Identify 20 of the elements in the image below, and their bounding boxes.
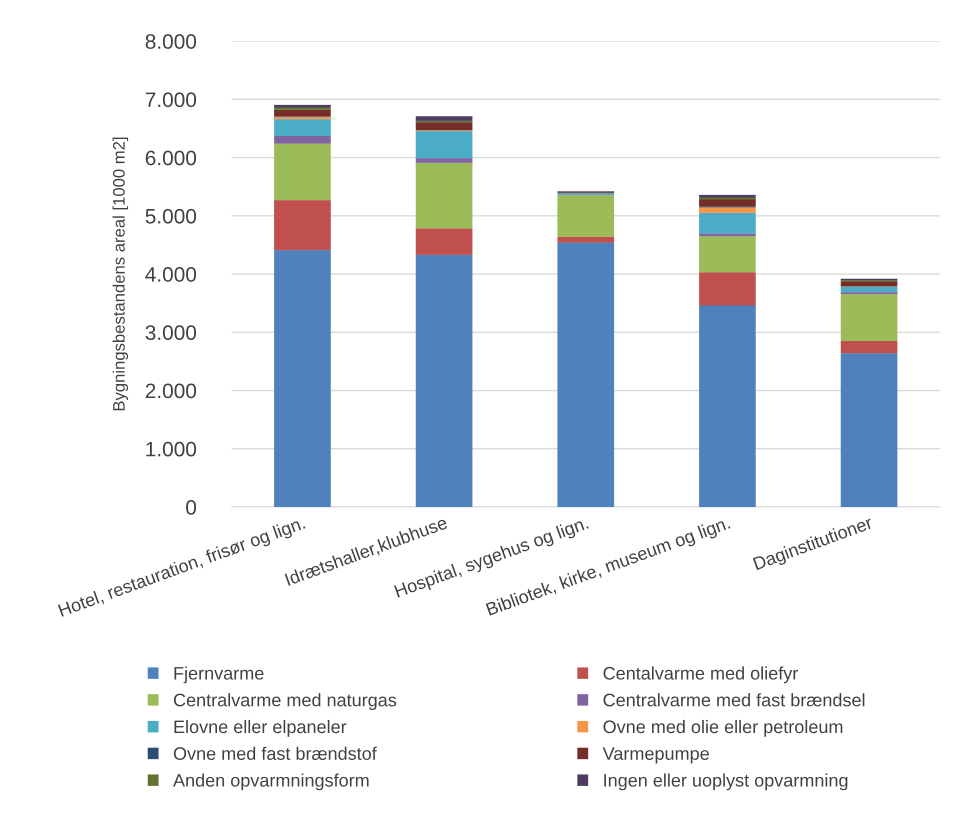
- legend-label: Centalvarme med oliefyr: [604, 666, 798, 684]
- legend-label: Fjernvarme: [174, 666, 264, 684]
- y-axis-title: Bygningsbestandens areal [1000 m2]: [112, 138, 128, 410]
- y-tick-label: 0: [186, 500, 196, 515]
- legend-label: Anden opvarmningsform: [173, 773, 369, 790]
- legend-label: Elovne eller elpaneler: [174, 720, 346, 737]
- y-tick-label: 6.000: [146, 150, 196, 166]
- legend-label: Ingen eller uoplyst opvarmning: [604, 773, 848, 790]
- y-tick-label: 2.000: [146, 384, 196, 398]
- legend-label: Centralvarme med fast brændsel: [604, 693, 864, 706]
- y-tick-label: 4.000: [145, 267, 196, 282]
- y-tick-label: 7.000: [146, 92, 196, 108]
- legend-label: Ovne med olie eller petroleum: [603, 720, 842, 737]
- y-tick-label: 3.000: [146, 325, 196, 340]
- legend-label: Ovne med fast brændstof: [174, 746, 377, 760]
- y-tick-label: 1.000: [146, 442, 196, 456]
- legend-label: Varmepumpe: [602, 747, 709, 764]
- y-tick-label: 8.000: [146, 34, 196, 49]
- legend-label: Centralvarme med naturgas: [174, 693, 396, 710]
- y-tick-label: 5.000: [146, 208, 196, 224]
